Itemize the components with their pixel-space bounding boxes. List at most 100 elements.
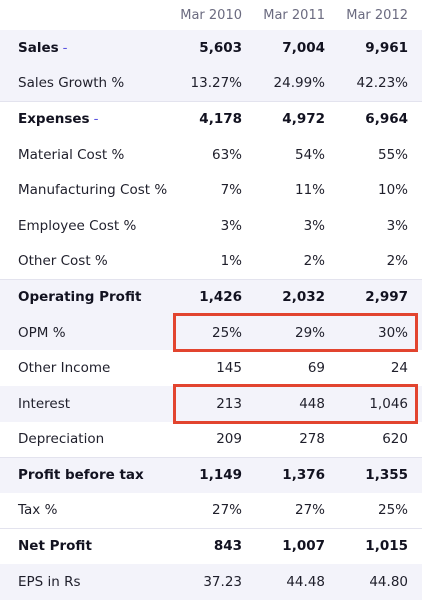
table-row: Material Cost % 63% 54% 55%: [0, 137, 422, 173]
table-row: Employee Cost % 3% 3% 3%: [0, 208, 422, 244]
row-label-text: Manufacturing Cost %: [18, 182, 168, 199]
value-cell: 30%: [339, 314, 422, 351]
column-header: Mar 2011: [263, 7, 325, 23]
table-row: Sales Growth % 13.27% 24.99% 42.23%: [0, 65, 422, 102]
value-cell: 1,426: [173, 278, 256, 315]
row-label-text: Depreciation: [18, 431, 105, 448]
header-label-column: [0, 0, 173, 30]
table-header-row: Mar 2010 Mar 2011 Mar 2012: [0, 0, 422, 30]
value-cell: 2,032: [256, 278, 339, 315]
table-row: EPS in Rs 37.23 44.48 44.80: [0, 563, 422, 600]
column-header: Mar 2010: [180, 7, 242, 23]
row-label: Sales Growth %: [0, 65, 173, 102]
expand-toggle[interactable]: -: [93, 111, 99, 128]
row-label-text: Expenses: [18, 111, 90, 128]
row-label-text: Interest: [18, 395, 71, 412]
row-label-text: Profit before tax: [18, 467, 144, 484]
row-label: Manufacturing Cost %: [0, 172, 173, 208]
value-cell: 24: [390, 360, 408, 377]
value-cell: 10%: [377, 182, 408, 199]
value-cell: 843: [173, 527, 256, 564]
value-cell: 3%: [303, 217, 325, 234]
table-row: Interest 213 448 1,046: [0, 385, 422, 422]
column-header: Mar 2012: [346, 7, 408, 23]
value-cell: 7,004: [256, 30, 339, 66]
expand-toggle[interactable]: -: [62, 39, 68, 56]
value-cell: 25%: [377, 502, 408, 519]
table-row: Tax % 27% 27% 25%: [0, 493, 422, 529]
value-cell: 44.80: [339, 563, 422, 600]
table-row: Net Profit 843 1,007 1,015: [0, 527, 422, 564]
value-cell: 209: [216, 431, 242, 448]
value-cell: 69: [307, 360, 325, 377]
table-row: Manufacturing Cost % 7% 11% 10%: [0, 172, 422, 208]
value-cell: 1,015: [339, 527, 422, 564]
value-cell: 4,178: [173, 100, 256, 137]
row-label-text: Employee Cost %: [18, 217, 137, 234]
table-row: Other Cost % 1% 2% 2%: [0, 244, 422, 280]
value-cell: 11%: [294, 182, 325, 199]
value-cell: 213: [173, 385, 256, 422]
value-cell: 24.99%: [256, 65, 339, 102]
value-cell: 1,149: [173, 456, 256, 493]
row-label: EPS in Rs: [0, 563, 173, 600]
row-label-text: Tax %: [18, 502, 58, 519]
value-cell: 9,961: [339, 30, 422, 66]
table-body: Sales -5,603 7,004 9,961 Sales Growth % 13.27…: [0, 30, 422, 600]
value-cell: 6,964: [339, 100, 422, 137]
value-cell: 1,355: [339, 456, 422, 493]
value-cell: 2%: [303, 253, 325, 270]
row-label[interactable]: Sales -: [0, 30, 173, 66]
value-cell: 278: [299, 431, 325, 448]
row-label: Operating Profit: [0, 278, 173, 315]
value-cell: 54%: [294, 146, 325, 163]
row-label-text: Net Profit: [18, 538, 92, 555]
value-cell: 1,376: [256, 456, 339, 493]
table-row: OPM % 25% 29% 30%: [0, 314, 422, 351]
value-cell: 2,997: [339, 278, 422, 315]
value-cell: 1%: [220, 253, 242, 270]
table-row: Operating Profit 1,426 2,032 2,997: [0, 278, 422, 315]
value-cell: 63%: [211, 146, 242, 163]
table-row: Expenses -4,178 4,972 6,964: [0, 100, 422, 137]
value-cell: 620: [382, 431, 408, 448]
value-cell: 27%: [211, 502, 242, 519]
value-cell: 5,603: [173, 30, 256, 66]
row-label-text: EPS in Rs: [18, 573, 81, 590]
row-label: Material Cost %: [0, 137, 173, 173]
table-row: Other Income 145 69 24: [0, 350, 422, 386]
row-label: Employee Cost %: [0, 208, 173, 244]
table-row: Depreciation 209 278 620: [0, 422, 422, 458]
row-label[interactable]: Expenses -: [0, 100, 173, 137]
value-cell: 1,046: [339, 385, 422, 422]
value-cell: 2%: [386, 253, 408, 270]
value-cell: 29%: [256, 314, 339, 351]
row-label-text: Operating Profit: [18, 289, 142, 306]
row-label: Profit before tax: [0, 456, 173, 493]
row-label-text: Material Cost %: [18, 146, 125, 163]
row-label: Interest: [0, 385, 173, 422]
value-cell: 448: [256, 385, 339, 422]
value-cell: 44.48: [256, 563, 339, 600]
value-cell: 42.23%: [339, 65, 422, 102]
value-cell: 13.27%: [173, 65, 256, 102]
row-label-text: Other Income: [18, 360, 111, 377]
row-label: Other Cost %: [0, 244, 173, 280]
value-cell: 55%: [377, 146, 408, 163]
table-row: Profit before tax 1,149 1,376 1,355: [0, 456, 422, 493]
value-cell: 37.23: [173, 563, 256, 600]
value-cell: 1,007: [256, 527, 339, 564]
value-cell: 3%: [386, 217, 408, 234]
row-label: Tax %: [0, 493, 173, 529]
table-row: Sales -5,603 7,004 9,961: [0, 30, 422, 66]
row-label: Depreciation: [0, 422, 173, 458]
row-label-text: Sales Growth %: [18, 75, 125, 92]
value-cell: 145: [216, 360, 242, 377]
row-label: OPM %: [0, 314, 173, 351]
row-label: Net Profit: [0, 527, 173, 564]
value-cell: 27%: [294, 502, 325, 519]
row-label-text: Sales: [18, 39, 59, 56]
row-label-text: Other Cost %: [18, 253, 108, 270]
